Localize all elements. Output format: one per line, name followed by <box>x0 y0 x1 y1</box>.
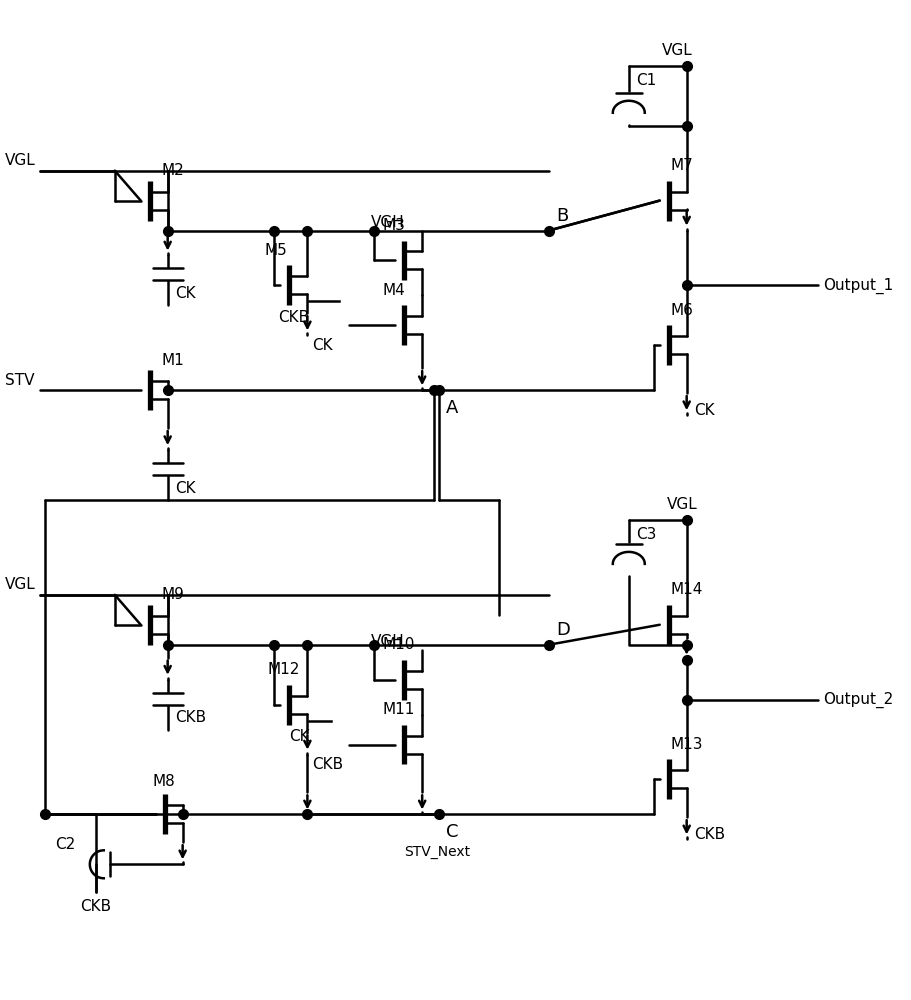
Text: VGH: VGH <box>372 215 405 230</box>
Text: CK: CK <box>175 481 195 496</box>
Text: M6: M6 <box>670 303 693 318</box>
Text: C2: C2 <box>55 837 75 852</box>
Text: CK: CK <box>312 338 333 353</box>
Text: C1: C1 <box>636 73 656 88</box>
Text: Output_2: Output_2 <box>824 692 894 708</box>
Text: D: D <box>556 621 569 639</box>
Text: CKB: CKB <box>175 710 206 725</box>
Text: VGL: VGL <box>5 577 36 592</box>
Text: M9: M9 <box>161 587 185 602</box>
Text: C3: C3 <box>636 527 656 542</box>
Text: M4: M4 <box>383 283 405 298</box>
Text: CKB: CKB <box>80 899 111 914</box>
Text: M5: M5 <box>264 243 287 258</box>
Text: CK: CK <box>175 286 195 301</box>
Text: VGL: VGL <box>661 43 692 58</box>
Text: CK: CK <box>693 403 714 418</box>
Text: Output_1: Output_1 <box>824 277 894 294</box>
Text: M11: M11 <box>383 702 415 717</box>
Text: STV_Next: STV_Next <box>404 845 470 859</box>
Text: M12: M12 <box>268 662 300 677</box>
Text: VGH: VGH <box>372 634 405 649</box>
Text: M3: M3 <box>383 218 405 233</box>
Text: M7: M7 <box>670 158 693 173</box>
Text: M14: M14 <box>670 582 703 597</box>
Text: B: B <box>556 207 568 225</box>
Text: CKB: CKB <box>278 310 310 325</box>
Text: CKB: CKB <box>312 757 343 772</box>
Text: VGL: VGL <box>5 153 36 168</box>
Text: CKB: CKB <box>693 827 725 842</box>
Text: STV: STV <box>5 373 35 388</box>
Text: A: A <box>446 399 458 417</box>
Text: C: C <box>446 823 458 841</box>
Text: VGL: VGL <box>667 497 698 512</box>
Text: M1: M1 <box>161 353 184 368</box>
Text: M8: M8 <box>153 774 176 789</box>
Text: M10: M10 <box>383 637 415 652</box>
Text: CK: CK <box>289 729 310 744</box>
Text: M2: M2 <box>161 163 184 178</box>
Text: M13: M13 <box>670 737 703 752</box>
